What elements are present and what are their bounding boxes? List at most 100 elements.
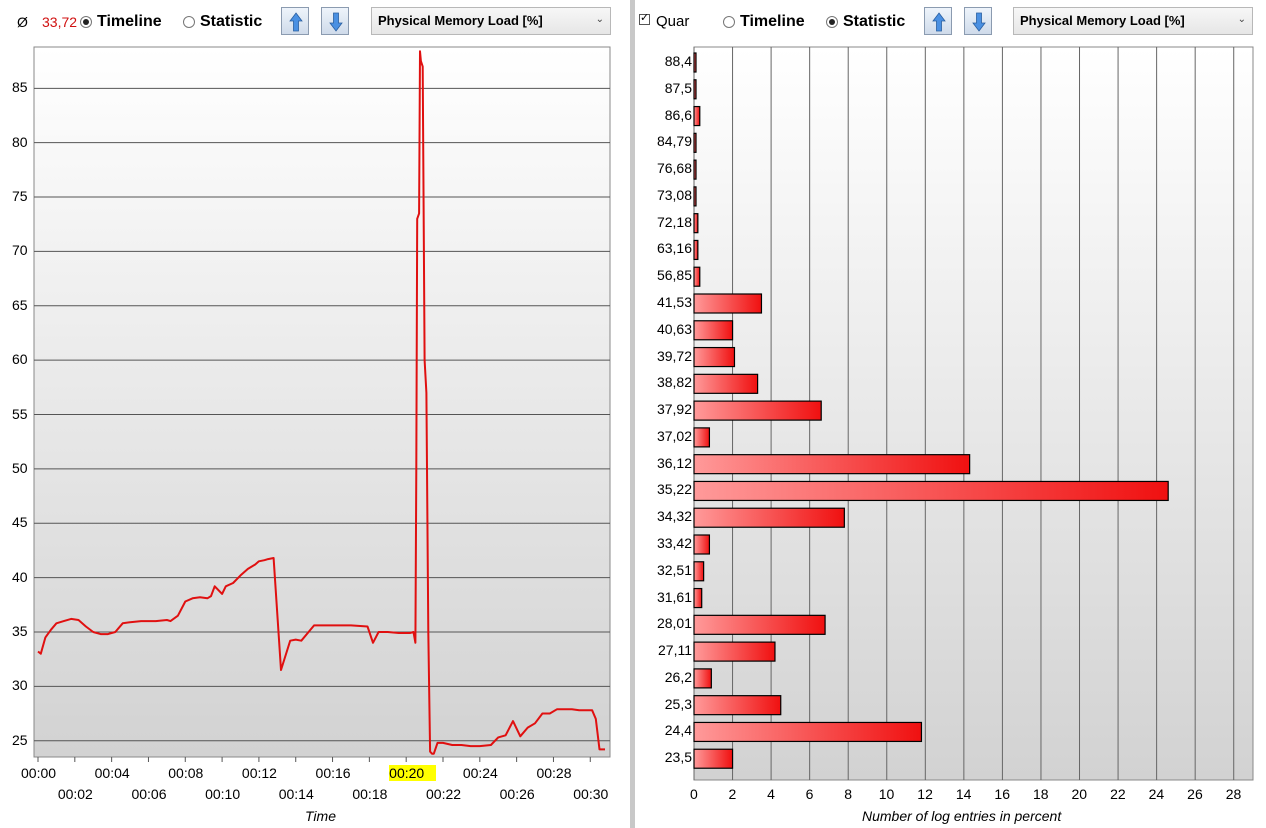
timeline-y-tick: 35	[12, 622, 28, 639]
statistic-y-tick: 31,61	[656, 588, 692, 605]
statistic-y-tick: 32,51	[656, 561, 692, 578]
timeline-y-tick: 55	[12, 405, 28, 422]
statistic-x-tick: 16	[994, 786, 1010, 802]
statistic-y-tick: 23,5	[664, 749, 692, 766]
statistic-y-tick: 37,02	[656, 427, 692, 444]
timeline-radio-label[interactable]: Timeline	[97, 13, 162, 30]
timeline-x-tick: 00:04	[94, 765, 130, 781]
timeline-x-tick: 00:02	[57, 786, 93, 802]
timeline-x-tick: 00:10	[205, 786, 241, 802]
statistic-x-tick: 18	[1032, 786, 1049, 802]
statistic-bar	[693, 641, 776, 662]
statistic-x-tick: 6	[805, 786, 814, 802]
timeline-x-tick: 00:22	[426, 786, 462, 802]
statistic-bar	[693, 534, 711, 555]
move-down-button[interactable]	[321, 7, 349, 35]
statistic-radio-right[interactable]	[826, 16, 838, 28]
statistic-radio[interactable]	[183, 16, 195, 28]
statistic-bar	[693, 373, 759, 394]
statistic-bar	[693, 52, 697, 73]
statistic-bar	[693, 427, 711, 448]
timeline-x-tick: 00:12	[241, 765, 277, 781]
statistic-y-tick: 87,5	[664, 79, 692, 96]
statistic-y-tick: 86,6	[664, 106, 692, 123]
timeline-x-tick: 00:26	[499, 786, 535, 802]
sensor-dropdown-value-right: Physical Memory Load [%]	[1020, 13, 1185, 28]
chevron-down-icon: ⌄	[1237, 14, 1246, 25]
statistic-x-tick: 0	[690, 786, 698, 802]
panel-splitter[interactable]	[630, 0, 635, 828]
statistic-y-tick: 40,63	[656, 320, 692, 337]
statistic-x-tick: 4	[767, 786, 775, 802]
timeline-x-tick: 00:28	[536, 765, 572, 781]
statistic-radio-right-label[interactable]: Statistic	[843, 13, 906, 30]
timeline-y-tick: 70	[12, 242, 28, 259]
timeline-plot-area	[33, 46, 611, 758]
statistic-y-tick: 73,08	[656, 186, 692, 203]
timeline-y-tick: 50	[12, 459, 28, 476]
quar-checkbox-label[interactable]: Quar	[656, 13, 690, 30]
move-up-button-right[interactable]	[924, 7, 952, 35]
arrow-down-icon	[972, 12, 986, 32]
statistic-bar	[693, 159, 697, 180]
statistic-bar	[693, 239, 699, 261]
quar-checkbox[interactable]	[639, 11, 650, 25]
statistic-bar	[693, 507, 845, 528]
statistic-x-tick: 14	[955, 786, 972, 802]
statistic-y-tick: 63,16	[656, 240, 692, 257]
timeline-radio-right[interactable]	[723, 16, 735, 28]
timeline-y-tick: 45	[12, 514, 28, 531]
statistic-y-tick: 26,2	[664, 668, 692, 685]
statistic-radio-label[interactable]: Statistic	[200, 13, 263, 30]
timeline-x-axis-title: Time	[305, 808, 336, 824]
timeline-y-tick: 75	[12, 188, 28, 205]
timeline-x-tick: 00:16	[315, 765, 351, 781]
arrow-down-icon	[329, 12, 343, 32]
statistic-x-tick: 22	[1110, 786, 1126, 802]
statistic-bar	[693, 346, 736, 368]
statistic-bar	[693, 186, 697, 207]
timeline-x-tick: 00:18	[352, 786, 388, 802]
statistic-bar	[693, 561, 705, 582]
statistic-bar	[693, 480, 1169, 502]
chevron-down-icon: ⌄	[595, 14, 604, 25]
statistic-y-tick: 35,22	[656, 481, 692, 498]
sensor-dropdown-right[interactable]: Physical Memory Load [%] ⌄	[1013, 7, 1253, 35]
statistic-y-tick: 72,18	[656, 213, 692, 230]
timeline-radio-right-label[interactable]: Timeline	[740, 13, 805, 30]
sensor-dropdown-left[interactable]: Physical Memory Load [%] ⌄	[371, 7, 611, 35]
statistic-bar	[693, 79, 697, 100]
statistic-x-tick: 26	[1187, 786, 1203, 802]
statistic-bar	[693, 748, 734, 769]
statistic-x-tick: 2	[728, 786, 737, 802]
statistic-x-tick: 20	[1071, 786, 1088, 802]
statistic-bar	[693, 293, 763, 314]
statistic-bar	[693, 454, 971, 475]
timeline-y-tick: 80	[12, 133, 28, 150]
statistic-bar	[693, 721, 923, 743]
statistic-y-tick: 76,68	[656, 160, 692, 177]
statistic-bar	[693, 105, 701, 127]
timeline-radio[interactable]	[80, 16, 92, 28]
statistic-bar	[693, 132, 697, 153]
timeline-y-tick: 60	[12, 351, 28, 368]
statistic-y-tick: 25,3	[664, 695, 692, 712]
move-up-button[interactable]	[281, 7, 309, 35]
timeline-y-tick: 40	[12, 568, 28, 585]
statistic-y-tick: 36,12	[656, 454, 692, 471]
statistic-bar	[693, 213, 699, 234]
statistic-bar	[693, 587, 703, 609]
statistic-bar	[693, 695, 782, 716]
statistic-y-tick: 39,72	[656, 347, 692, 364]
statistic-bar	[693, 266, 701, 287]
timeline-y-tick: 85	[12, 79, 28, 96]
statistic-y-tick: 88,4	[664, 53, 692, 69]
move-down-button-right[interactable]	[964, 7, 992, 35]
timeline-x-tick: 00:06	[131, 786, 167, 802]
statistic-y-tick: 41,53	[656, 294, 692, 310]
average-value: 33,72	[42, 14, 78, 30]
timeline-y-tick: 25	[12, 731, 28, 748]
timeline-chart	[33, 46, 611, 762]
timeline-x-tick: 00:14	[278, 786, 314, 802]
